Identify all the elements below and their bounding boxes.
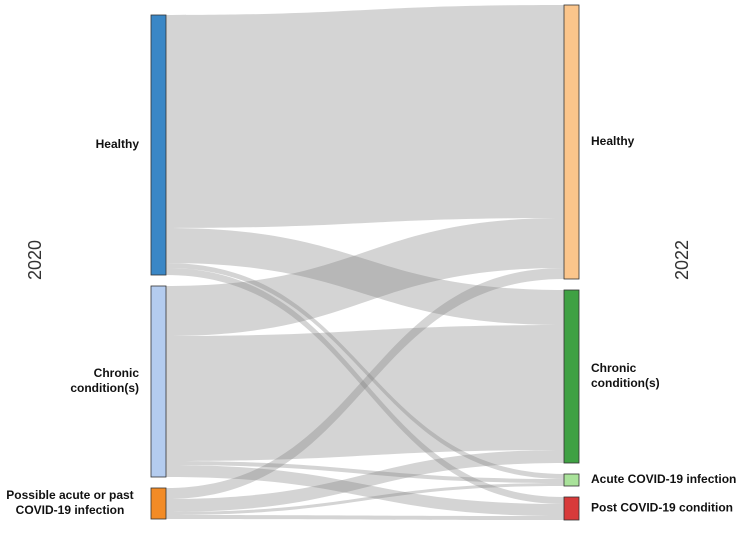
node <box>563 496 580 521</box>
links <box>166 5 564 520</box>
left-axis-title: 2020 <box>25 240 45 280</box>
node-label: Acute COVID-19 infection <box>591 472 736 486</box>
node-label: Post COVID-19 condition <box>591 501 733 515</box>
node-label: COVID-19 infection <box>16 503 125 517</box>
flow <box>166 515 564 520</box>
node <box>150 487 167 520</box>
node-label: Chronic <box>94 366 140 380</box>
flow <box>166 461 564 483</box>
node <box>563 4 580 280</box>
flow <box>166 268 564 504</box>
flow <box>166 228 564 325</box>
node-label: condition(s) <box>70 381 139 395</box>
flow <box>166 268 564 499</box>
node-label: Healthy <box>96 137 140 151</box>
flow <box>166 325 564 461</box>
flow <box>166 450 564 512</box>
flow <box>166 465 564 516</box>
node-label: Healthy <box>591 134 635 148</box>
right-axis-title: 2022 <box>672 240 692 280</box>
node <box>563 289 580 464</box>
node <box>150 14 167 276</box>
node-label: condition(s) <box>591 376 660 390</box>
flow <box>166 263 564 479</box>
node <box>563 473 580 487</box>
node-label: Possible acute or past <box>6 488 133 502</box>
flow <box>166 483 564 515</box>
node <box>150 285 167 478</box>
flow <box>166 5 564 228</box>
flow <box>166 218 564 336</box>
node-label: Chronic <box>591 361 637 375</box>
